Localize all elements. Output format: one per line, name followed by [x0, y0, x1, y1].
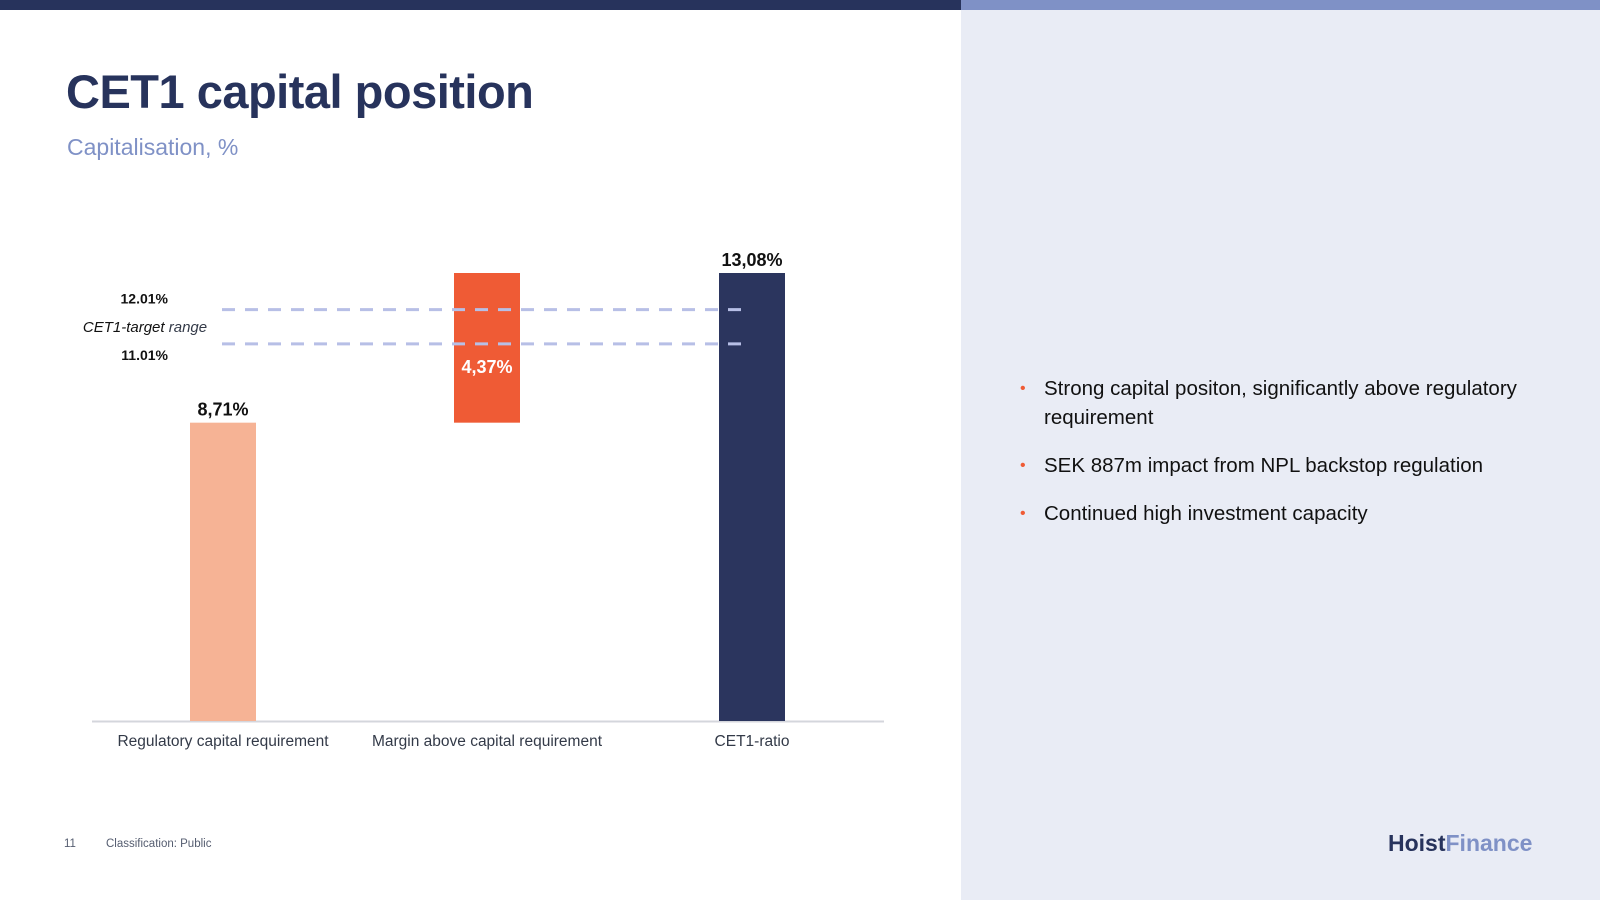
hoist-finance-logo: HoistFinance: [1388, 830, 1532, 857]
target-range-label-rest: range: [165, 319, 208, 336]
bar: [190, 422, 256, 721]
page-number: 11: [64, 838, 76, 850]
bar-value-label: 8,71%: [197, 400, 248, 420]
top-bar-dark: [0, 0, 961, 10]
bullet-dot-icon: •: [1020, 505, 1026, 522]
bullet-item: • SEK 887m impact from NPL backstop regu…: [1020, 451, 1540, 480]
logo-hoist: Hoist: [1388, 830, 1446, 856]
bullet-dot-icon: •: [1020, 380, 1026, 397]
bullet-text: SEK 887m impact from NPL backstop regula…: [1044, 454, 1484, 477]
bullet-text: Continued high investment capacity: [1044, 502, 1368, 525]
bullet-dot-icon: •: [1020, 457, 1026, 474]
logo-finance: Finance: [1445, 830, 1533, 856]
right-panel: [961, 10, 1600, 900]
x-tick-label: CET1-ratio: [715, 733, 790, 750]
slide-title: CET1 capital position: [66, 65, 534, 118]
slide-subtitle: Capitalisation, %: [67, 134, 239, 160]
target-lower-label: 11.01%: [121, 347, 168, 363]
x-tick-label: Margin above capital requirement: [372, 733, 603, 750]
bullet-item: • Strong capital positon, significantly …: [1020, 374, 1540, 432]
bar: [719, 273, 785, 721]
target-range-label: CET1-target range: [83, 319, 207, 336]
bar-value-label: 13,08%: [721, 250, 782, 270]
bar: [454, 273, 520, 423]
bullet-item: • Continued high investment capacity: [1020, 499, 1540, 528]
target-upper-label: 12.01%: [121, 291, 169, 307]
target-range-label-emphasis: CET1-target: [83, 319, 166, 336]
bullet-list: • Strong capital positon, significantly …: [1020, 374, 1540, 547]
x-tick-label: Regulatory capital requirement: [117, 733, 329, 750]
top-bar-light: [961, 0, 1600, 10]
bullet-text: Strong capital positon, significantly ab…: [1044, 377, 1517, 429]
classification-label: Classification: Public: [106, 838, 212, 850]
waterfall-chart: 8,71% Regulatory capital requirement 4,37%…: [83, 250, 884, 750]
bar-value-label: 4,37%: [461, 357, 512, 377]
